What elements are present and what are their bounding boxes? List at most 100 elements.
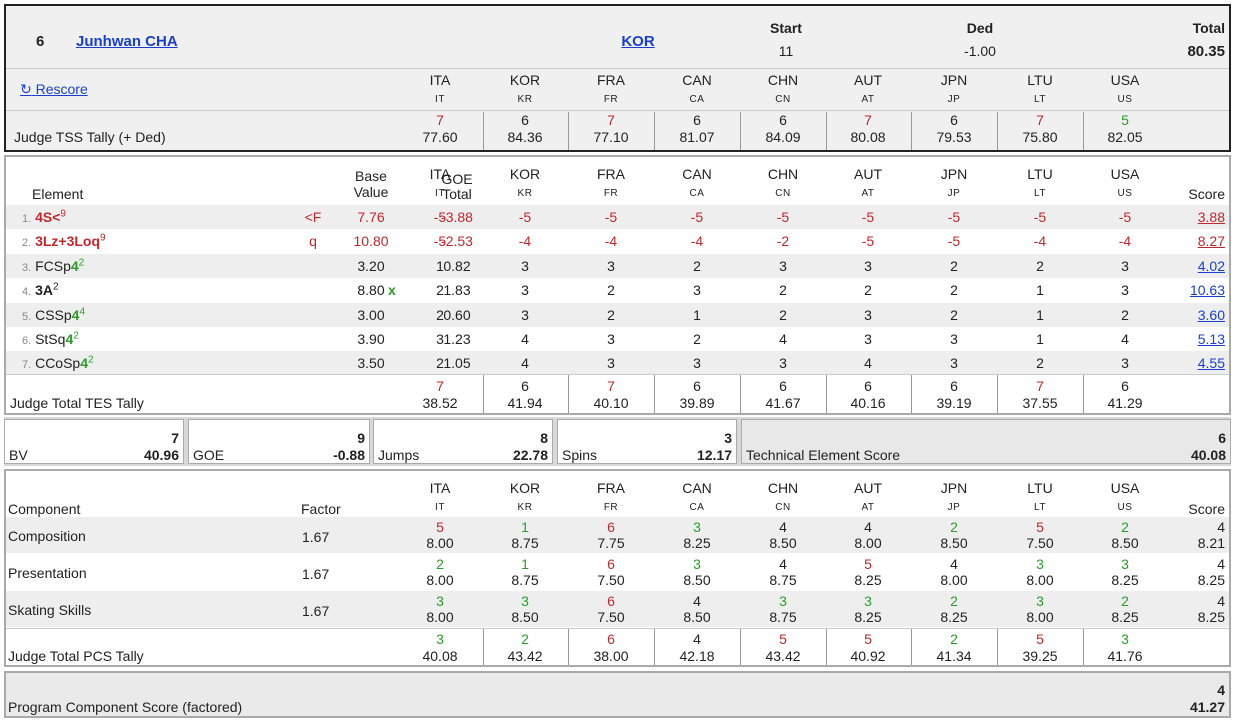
judge-rank: 2 <box>521 631 529 647</box>
start-value: 11 <box>778 43 794 59</box>
judge-component-rank: 6 <box>607 556 615 572</box>
judge-abbr: US <box>1117 502 1133 513</box>
component-col-header: Component <box>8 501 81 517</box>
element-name: 6. StSq42 <box>22 330 79 347</box>
judge-goe: 2 <box>693 257 701 274</box>
judge-component-rank: 3 <box>693 556 701 572</box>
total-value: 80.35 <box>1187 43 1225 60</box>
judge-goe: 4 <box>1121 331 1129 347</box>
element-score-link[interactable]: 4.55 <box>1197 355 1225 372</box>
judge-goe: 2 <box>607 306 615 323</box>
judge-rank: 5 <box>864 631 872 647</box>
component-rank: 4 <box>1217 556 1225 572</box>
components-panel: Component Factor Score ITA IT KOR KR FRA FR CA… <box>4 469 1231 667</box>
judge-abbr: AT <box>861 94 875 105</box>
judge-component-rank: 3 <box>1036 593 1044 609</box>
judge-abbr: US <box>1117 188 1133 199</box>
judge-abbr: LT <box>1034 94 1046 105</box>
element-score-link[interactable]: 3.88 <box>1197 209 1225 225</box>
judge-rank: 7 <box>436 112 444 128</box>
judge-component-rank: 3 <box>521 593 529 609</box>
judge-tally-value: 41.29 <box>1107 395 1143 411</box>
goe-total: 0.82 <box>443 257 471 274</box>
judge-component-rank: 5 <box>864 556 872 572</box>
judge-tally-value: 42.18 <box>679 648 715 664</box>
judge-code: ITA <box>429 166 451 182</box>
judge-goe: 2 <box>779 306 787 323</box>
judge-goe: 4 <box>864 355 872 372</box>
judge-goe: 3 <box>1121 355 1129 372</box>
nation-link[interactable]: KOR <box>621 33 655 50</box>
judge-goe: 3 <box>521 257 529 274</box>
column-separator <box>997 375 998 413</box>
judge-goe: -4 <box>518 233 532 250</box>
element-score-link[interactable]: 3.60 <box>1197 306 1225 323</box>
jumps-value: 22.78 <box>512 447 548 463</box>
judge-abbr: KR <box>517 94 533 105</box>
element-score-link[interactable]: 8.27 <box>1197 233 1225 250</box>
judge-code: KOR <box>509 72 541 88</box>
skater-name-link[interactable]: Junhwan CHA <box>76 33 178 50</box>
element-name: 3. FCSp42 <box>22 257 85 274</box>
judge-rank: 7 <box>436 378 444 394</box>
row-background <box>6 591 1229 627</box>
judge-component-mark: 8.00 <box>854 535 882 551</box>
tes-box: 6 Technical Element Score 40.08 <box>741 419 1231 464</box>
column-separator <box>1082 112 1084 150</box>
judge-component-mark: 8.50 <box>511 609 539 625</box>
bv-label: BV <box>9 447 28 463</box>
judge-code: FRA <box>597 72 625 88</box>
judge-rank: 6 <box>779 112 787 128</box>
column-separator <box>654 629 655 665</box>
judge-rank: 5 <box>1036 631 1044 647</box>
judge-goe: 2 <box>950 257 958 274</box>
judge-goe: -4 <box>604 233 618 250</box>
judge-goe: 4 <box>779 331 787 347</box>
judge-component-rank: 1 <box>521 556 529 572</box>
judge-component-mark: 8.50 <box>1111 535 1139 551</box>
goe-total: 1.23 <box>443 331 471 347</box>
base-value: 10.80 <box>353 233 389 250</box>
judge-component-mark: 8.50 <box>683 609 711 625</box>
judge-component-rank: 6 <box>607 519 615 535</box>
judge-goe: 3 <box>436 331 444 347</box>
judge-tally-value: 39.25 <box>1022 648 1058 664</box>
column-separator <box>825 629 827 665</box>
bv-box: 7 BV 40.96 <box>4 419 184 464</box>
row-background <box>6 351 1229 376</box>
judge-code: JPN <box>940 480 968 496</box>
component-factor: 1.67 <box>302 529 330 545</box>
judge-goe: 3 <box>950 331 958 347</box>
judge-code: CHN <box>767 166 799 182</box>
column-separator <box>482 112 484 150</box>
judge-code: LTU <box>1027 166 1053 182</box>
judge-component-rank: 3 <box>1121 556 1129 572</box>
ded-label: Ded <box>966 20 994 36</box>
judge-goe: 3 <box>864 306 872 323</box>
judge-component-mark: 8.25 <box>940 609 968 625</box>
element-name: 1. 4S<9 <box>22 208 66 225</box>
judge-goe: 2 <box>436 355 444 372</box>
judge-abbr: IT <box>435 94 445 105</box>
element-score-link[interactable]: 5.13 <box>1197 331 1225 347</box>
tes-tally-label: Judge Total TES Tally <box>10 395 144 411</box>
component-name: Composition <box>8 528 86 544</box>
judge-rank: 6 <box>950 112 958 128</box>
rescore-link[interactable]: ↻ Rescore <box>20 81 88 97</box>
judge-component-rank: 4 <box>693 593 701 609</box>
jumps-rank: 8 <box>540 430 548 446</box>
judge-goe: -5 <box>433 233 447 250</box>
judge-abbr: AT <box>861 188 875 199</box>
judge-goe: 1 <box>1036 331 1044 347</box>
judge-component-mark: 8.25 <box>1111 609 1139 625</box>
element-score-link[interactable]: 4.02 <box>1197 257 1225 274</box>
goe-rank: 9 <box>357 430 365 446</box>
rank: 6 <box>36 33 45 50</box>
judge-goe: -4 <box>690 233 704 250</box>
element-score-link[interactable]: 10.63 <box>1189 282 1225 299</box>
goe-total: 1.05 <box>443 355 471 372</box>
goe-value: -0.88 <box>333 447 365 463</box>
score-col-header: Score <box>1188 501 1225 517</box>
judge-goe: -5 <box>518 209 532 225</box>
judge-goe: 2 <box>607 282 615 299</box>
